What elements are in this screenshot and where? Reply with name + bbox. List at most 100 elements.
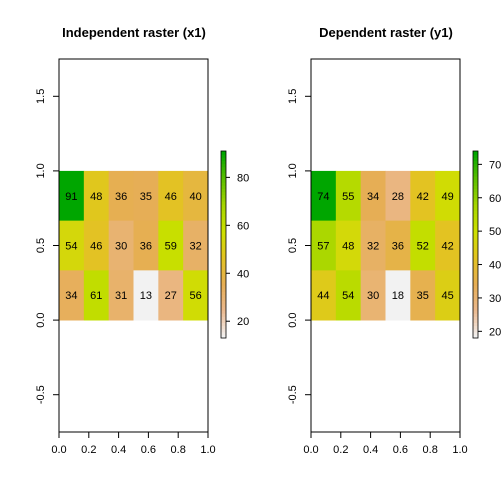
raster-cell — [360, 170, 386, 222]
legend-color-step — [473, 331, 478, 336]
cell-value-label: 36 — [115, 191, 127, 203]
raster-cell — [311, 220, 337, 271]
y-axis: -0.5 0.0 0.5 1.0 1.5 — [287, 89, 311, 404]
legend-color-step — [221, 322, 226, 327]
raster-cells — [311, 170, 461, 321]
legend-color-step — [221, 228, 226, 233]
raster-cell — [410, 220, 436, 271]
legend-color-step — [221, 166, 226, 171]
color-legend: 20 40 60 80 — [220, 150, 249, 339]
x-tick-label: 0.0 — [303, 444, 318, 456]
cell-value-label: 48 — [342, 241, 354, 253]
legend-color-step — [473, 244, 478, 249]
x-tick-label: 0.2 — [81, 444, 96, 456]
legend-color-step — [473, 154, 478, 158]
raster-cell — [311, 170, 337, 222]
raster-cell — [83, 170, 110, 222]
y-tick-label: 0.5 — [287, 238, 299, 253]
raster-cell — [335, 170, 362, 222]
raster-cell — [360, 270, 386, 321]
cell-value-label: 40 — [189, 191, 201, 203]
cell-value-label: 13 — [140, 290, 152, 302]
legend-color-step — [473, 247, 478, 252]
legend-color-step — [473, 256, 478, 261]
legend-color-step — [473, 175, 478, 180]
cell-value-label: 45 — [441, 290, 453, 302]
legend-color-step — [221, 263, 226, 267]
legend-color-step — [473, 172, 478, 177]
raster-cell — [158, 170, 184, 222]
legend-color-step — [473, 303, 478, 308]
legend-color-step — [221, 291, 226, 295]
legend-tick-label: 50 — [489, 226, 501, 238]
cell-value-label: 30 — [367, 290, 379, 302]
legend-color-step — [473, 288, 478, 292]
x-tick-label: 0.6 — [393, 444, 408, 456]
legend-tick-label: 20 — [237, 316, 249, 328]
chart-title: Dependent raster (y1) — [319, 25, 453, 40]
raster-cell — [385, 170, 411, 222]
cell-value-label: 48 — [90, 191, 102, 203]
legend-color-step — [221, 191, 226, 196]
legend-color-step — [221, 281, 226, 286]
legend-color-step — [473, 200, 478, 205]
raster-cell — [133, 220, 159, 271]
legend-color-step — [221, 294, 226, 299]
cell-value-label: 54 — [65, 241, 77, 253]
legend-color-step — [221, 185, 226, 189]
x-tick-label: 1.0 — [200, 444, 215, 456]
raster-cells — [59, 170, 209, 321]
legend-color-step — [221, 157, 226, 161]
legend-tick-label: 60 — [237, 220, 249, 232]
legend-color-step — [221, 203, 226, 208]
legend-color-step — [473, 328, 478, 333]
legend-color-step — [221, 225, 226, 230]
legend-color-step — [221, 306, 226, 311]
cell-value-label: 34 — [65, 290, 77, 302]
legend-tick-label: 20 — [489, 326, 501, 338]
raster-cell — [108, 270, 134, 321]
legend-color-step — [473, 194, 478, 199]
legend-frame — [472, 150, 479, 339]
legend-color-step — [221, 238, 226, 242]
legend-tick-label: 40 — [237, 268, 249, 280]
legend-color-step — [221, 319, 226, 324]
legend-color-step — [473, 241, 478, 246]
legend-color-step — [473, 253, 478, 258]
legend-color-step — [473, 197, 478, 202]
legend-color-step — [473, 316, 478, 320]
legend-color-step — [473, 179, 478, 183]
legend-color-step — [473, 250, 478, 255]
cell-value-label: 59 — [165, 241, 177, 253]
legend-color-step — [221, 247, 226, 252]
legend-color-step — [473, 235, 478, 239]
legend-color-step — [221, 151, 226, 155]
legend-color-step — [473, 207, 478, 211]
legend-color-step — [221, 328, 226, 333]
cell-value-label: 49 — [441, 191, 453, 203]
legend-color-step — [473, 166, 478, 171]
y-tick-label: 0.0 — [287, 312, 299, 327]
cell-value-label: 42 — [417, 191, 429, 203]
raster-cell — [59, 270, 85, 321]
legend-color-step — [221, 222, 226, 227]
cell-value-label: 74 — [317, 191, 329, 203]
raster-cell — [335, 220, 362, 271]
raster-cell — [360, 220, 386, 271]
legend-color-step — [473, 216, 478, 221]
cell-value-label: 27 — [165, 290, 177, 302]
cell-value-label: 34 — [367, 191, 379, 203]
legend-color-step — [221, 285, 226, 289]
x-tick-label: 0.4 — [363, 444, 378, 456]
legend-color-step — [473, 238, 478, 242]
legend-color-step — [473, 225, 478, 230]
y-tick-label: 0.5 — [35, 238, 47, 253]
raster-cell — [59, 220, 85, 271]
legend-color-step — [473, 228, 478, 233]
raster-cell — [83, 220, 110, 271]
cell-value-label: 55 — [342, 191, 354, 203]
legend-color-step — [473, 319, 478, 324]
raster-cell — [108, 170, 134, 222]
